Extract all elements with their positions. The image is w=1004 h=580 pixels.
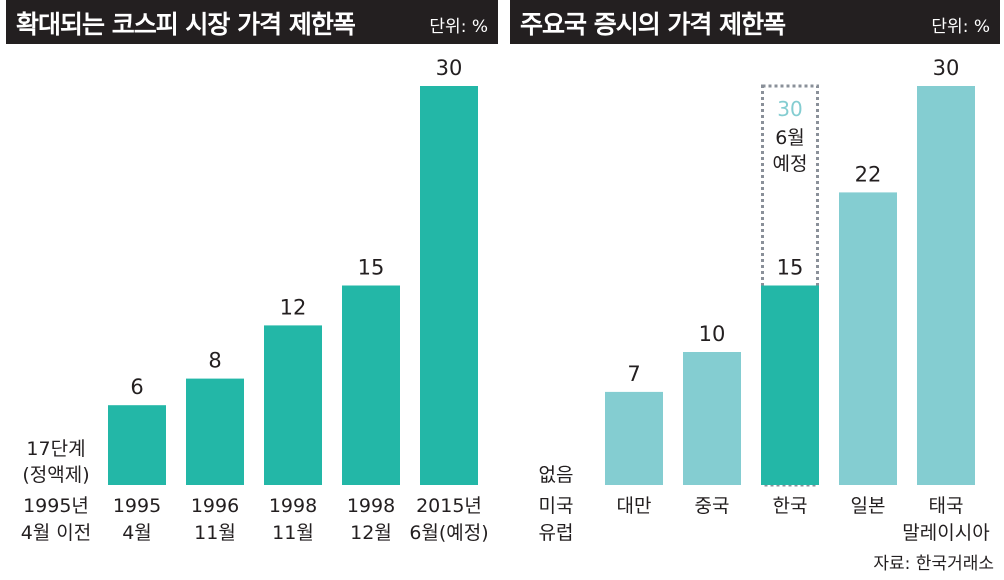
right-value-label: 22 [855, 162, 882, 186]
right-bar [917, 86, 975, 485]
left-category-label: 11월 [272, 522, 314, 544]
left-category-label: 1998 [269, 495, 317, 517]
left-bar [108, 405, 166, 485]
right-chart-unit: 단위: % [931, 17, 990, 37]
left-category-label: 1998 [347, 495, 395, 517]
left-category-label: 2015년 [416, 495, 482, 517]
planned-value-label: 30 [777, 97, 802, 121]
right-category-label: 태국 [929, 495, 964, 517]
left-value-label: 15 [358, 256, 385, 280]
right-chart-title: 주요국 증시의 가격 제한폭 [520, 10, 786, 39]
right-category-label: 중국 [695, 495, 730, 517]
right-value-label: 30 [933, 56, 960, 80]
right-bar [839, 192, 897, 485]
left-value-label: 12 [280, 295, 307, 319]
left-category-label: 11월 [194, 522, 236, 544]
right-category-label: 일본 [851, 495, 886, 517]
left-chart-unit: 단위: % [429, 17, 488, 37]
planned-note-label: 예정 [773, 153, 808, 175]
right-value-label: 없음 [539, 464, 574, 486]
right-chart-header: 주요국 증시의 가격 제한폭 단위: % [510, 0, 1000, 44]
right-bar [605, 391, 663, 485]
left-bar [342, 285, 400, 485]
right-category-label: 유럽 [539, 522, 574, 544]
left-bar [420, 86, 478, 485]
planned-note-label: 6월 [775, 127, 805, 149]
left-chart-title: 확대되는 코스피 시장 가격 제한폭 [16, 10, 356, 39]
left-value-label: 6 [130, 375, 143, 399]
right-value-label: 15 [777, 256, 804, 280]
right-value-label: 7 [627, 362, 640, 386]
right-category-label: 대만 [617, 495, 652, 517]
left-bar [186, 378, 244, 485]
right-category-label: 미국 [539, 495, 574, 517]
left-category-label: 4월 [122, 522, 152, 544]
left-category-label: 1995년 [23, 495, 89, 517]
right-category-label: 한국 [773, 495, 808, 517]
left-category-label: 1996 [191, 495, 239, 517]
left-category-label: 1995 [113, 495, 161, 517]
right-category-label: 말레이시아 [902, 522, 989, 544]
right-value-label: 10 [699, 322, 726, 346]
left-category-label: 12월 [350, 522, 392, 544]
left-value-label: (정액제) [22, 464, 89, 486]
right-bar [683, 352, 741, 485]
source-note: 자료: 한국거래소 [873, 554, 994, 574]
left-value-label: 30 [436, 56, 463, 80]
left-category-label: 4월 이전 [21, 522, 92, 544]
left-value-label: 17단계 [26, 438, 85, 460]
left-chart-header: 확대되는 코스피 시장 가격 제한폭 단위: % [6, 0, 498, 44]
right-bar [761, 285, 819, 485]
left-category-label: 6월(예정) [409, 522, 488, 544]
left-bar [264, 325, 322, 485]
left-value-label: 8 [208, 349, 221, 373]
